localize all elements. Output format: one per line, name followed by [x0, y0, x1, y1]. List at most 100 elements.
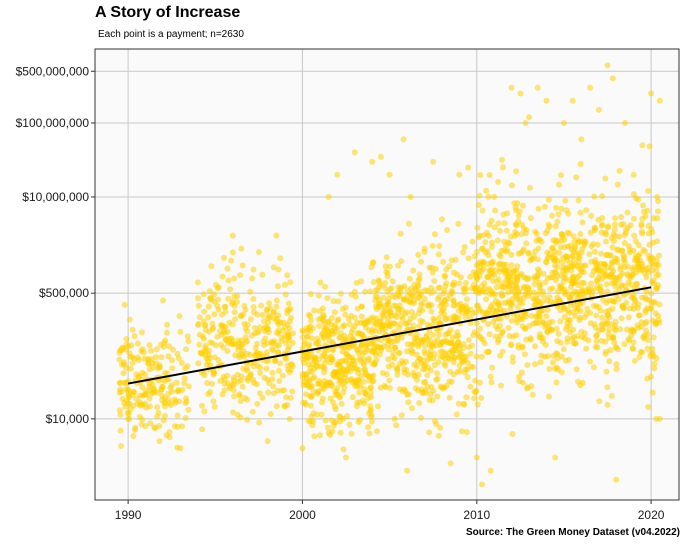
data-point: [553, 325, 560, 332]
data-point: [600, 296, 607, 303]
data-point: [503, 276, 510, 283]
data-point: [520, 202, 526, 209]
data-point: [408, 309, 415, 315]
data-point: [515, 212, 522, 219]
data-point: [347, 377, 354, 384]
data-point: [599, 314, 606, 321]
data-point: [647, 373, 654, 380]
data-point: [415, 290, 422, 297]
data-point: [527, 215, 534, 222]
data-point: [394, 334, 401, 341]
data-point: [370, 377, 377, 384]
data-point: [485, 193, 492, 200]
data-point: [481, 340, 488, 347]
data-point: [413, 334, 420, 341]
data-point: [306, 377, 313, 384]
data-point: [244, 350, 251, 357]
data-point: [369, 340, 376, 346]
data-point: [209, 326, 216, 333]
data-point: [653, 355, 660, 362]
data-point: [596, 398, 603, 405]
data-point: [426, 397, 433, 403]
data-point: [477, 172, 484, 178]
data-point: [549, 212, 555, 219]
data-point: [543, 258, 549, 265]
data-point: [491, 224, 498, 231]
data-point: [324, 295, 331, 302]
data-point: [436, 315, 443, 321]
data-point: [116, 356, 123, 363]
data-point: [524, 385, 531, 392]
data-point: [385, 356, 392, 363]
data-point: [383, 269, 390, 275]
data-point: [205, 391, 212, 397]
data-point: [358, 303, 365, 310]
data-point: [611, 226, 618, 233]
data-point: [399, 357, 405, 364]
data-point: [182, 365, 189, 372]
data-point: [419, 307, 426, 314]
data-point: [451, 279, 458, 286]
data-point: [553, 204, 560, 211]
data-point: [259, 395, 266, 401]
data-point: [275, 367, 282, 374]
data-point: [599, 193, 606, 200]
data-point: [558, 172, 564, 179]
data-point: [473, 275, 480, 282]
data-point: [127, 353, 134, 360]
data-point: [330, 399, 337, 406]
data-point: [337, 334, 344, 341]
data-point: [508, 84, 515, 91]
data-point: [290, 330, 297, 337]
data-point: [571, 334, 578, 340]
data-point: [249, 275, 256, 282]
data-point: [494, 237, 501, 244]
data-point: [247, 288, 254, 295]
data-point: [630, 215, 637, 222]
data-point: [368, 413, 374, 420]
data-point: [517, 90, 524, 97]
data-point: [469, 238, 476, 245]
data-point: [516, 299, 523, 306]
data-point: [615, 247, 622, 253]
data-point: [334, 391, 341, 398]
data-point: [441, 287, 448, 294]
data-point: [561, 286, 568, 293]
data-point: [519, 315, 526, 322]
data-point: [195, 302, 202, 309]
data-point: [251, 324, 258, 331]
data-point: [154, 365, 161, 371]
data-point: [546, 294, 553, 301]
data-point: [184, 333, 191, 340]
data-point: [319, 399, 326, 406]
data-point: [418, 300, 425, 307]
chart-subtitle: Each point is a payment; n=2630: [98, 29, 244, 40]
data-point: [429, 269, 436, 276]
data-point: [513, 332, 520, 339]
data-point: [116, 389, 123, 396]
data-point: [598, 222, 605, 229]
data-point: [257, 369, 264, 376]
data-point: [183, 398, 190, 405]
data-point: [139, 384, 146, 391]
data-point: [537, 359, 544, 366]
data-point: [366, 355, 373, 362]
data-point: [117, 427, 124, 434]
data-point: [602, 273, 609, 280]
data-point: [139, 346, 146, 353]
data-point: [547, 286, 554, 293]
data-point: [593, 303, 600, 309]
data-point: [353, 279, 360, 286]
data-point: [352, 293, 359, 300]
data-point: [496, 302, 503, 309]
data-point: [508, 262, 515, 269]
data-point: [486, 306, 493, 313]
data-point: [603, 281, 610, 288]
data-point: [446, 394, 453, 401]
data-point: [263, 349, 270, 356]
data-point: [551, 248, 558, 255]
data-point: [545, 196, 552, 203]
data-point: [587, 84, 594, 91]
data-point: [211, 403, 218, 410]
data-point: [120, 370, 127, 377]
